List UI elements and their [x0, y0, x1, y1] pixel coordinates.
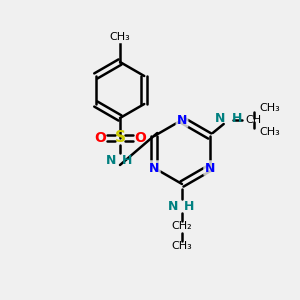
- Text: N: N: [168, 200, 178, 212]
- Text: O: O: [134, 131, 146, 145]
- Text: CH₃: CH₃: [172, 241, 192, 251]
- Text: CH₃: CH₃: [110, 32, 130, 42]
- Text: CH₃: CH₃: [260, 103, 280, 113]
- Text: N: N: [205, 161, 215, 175]
- Text: N: N: [215, 112, 226, 124]
- Text: N: N: [149, 161, 160, 175]
- Text: CH: CH: [246, 115, 262, 125]
- Text: N: N: [177, 113, 187, 127]
- Text: CH₂: CH₂: [172, 221, 192, 231]
- Text: CH₃: CH₃: [260, 127, 280, 137]
- Text: H: H: [184, 200, 194, 212]
- Text: S: S: [115, 130, 125, 146]
- Text: O: O: [94, 131, 106, 145]
- Text: H: H: [232, 112, 242, 124]
- Text: N: N: [106, 154, 116, 166]
- Text: H: H: [122, 154, 132, 166]
